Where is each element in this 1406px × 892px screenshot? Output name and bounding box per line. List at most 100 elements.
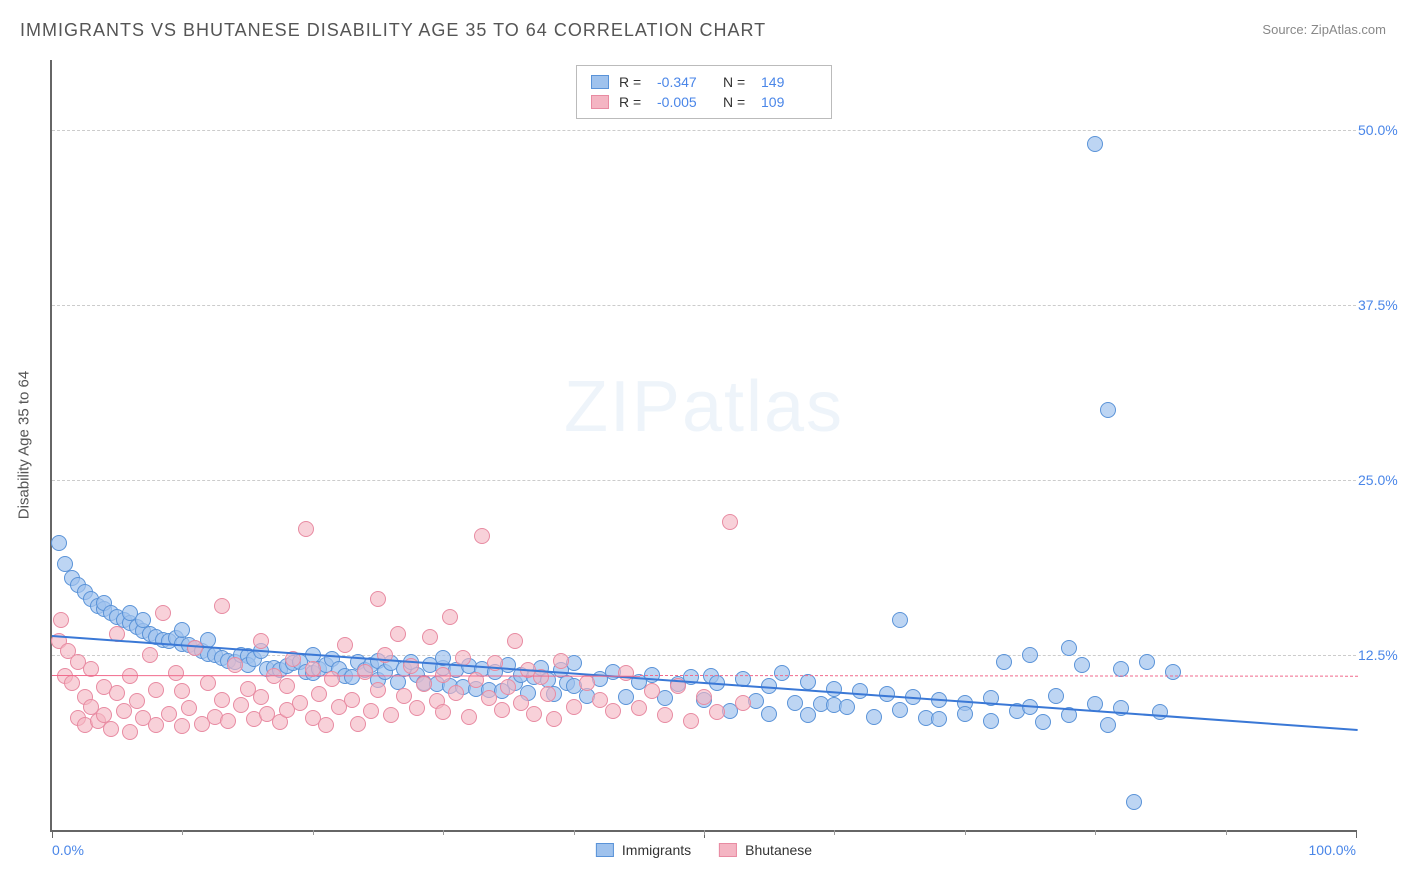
scatter-point bbox=[129, 693, 145, 709]
scatter-point bbox=[311, 686, 327, 702]
scatter-point bbox=[103, 721, 119, 737]
scatter-point bbox=[161, 706, 177, 722]
scatter-point bbox=[442, 609, 458, 625]
chart-title: IMMIGRANTS VS BHUTANESE DISABILITY AGE 3… bbox=[20, 20, 766, 41]
scatter-point bbox=[566, 699, 582, 715]
scatter-point bbox=[722, 514, 738, 530]
gridline bbox=[52, 130, 1356, 131]
scatter-point bbox=[370, 591, 386, 607]
scatter-point bbox=[474, 528, 490, 544]
x-tick-minor bbox=[834, 830, 835, 835]
scatter-point bbox=[148, 682, 164, 698]
scatter-point bbox=[370, 682, 386, 698]
scatter-point bbox=[826, 681, 842, 697]
scatter-point bbox=[174, 622, 190, 638]
scatter-point bbox=[1022, 647, 1038, 663]
scatter-point bbox=[1152, 704, 1168, 720]
scatter-point bbox=[181, 700, 197, 716]
scatter-point bbox=[553, 653, 569, 669]
scatter-point bbox=[64, 675, 80, 691]
scatter-point bbox=[200, 675, 216, 691]
scatter-point bbox=[644, 683, 660, 699]
plot-area: Disability Age 35 to 64 ZIPatlas R =-0.3… bbox=[50, 60, 1356, 832]
legend-r-label: R = bbox=[619, 74, 647, 90]
scatter-point bbox=[787, 695, 803, 711]
scatter-point bbox=[1074, 657, 1090, 673]
scatter-point bbox=[931, 711, 947, 727]
legend-swatch bbox=[596, 843, 614, 857]
scatter-point bbox=[892, 702, 908, 718]
scatter-point bbox=[957, 706, 973, 722]
x-tick-minor bbox=[1226, 830, 1227, 835]
scatter-point bbox=[1100, 717, 1116, 733]
scatter-point bbox=[579, 675, 595, 691]
scatter-point bbox=[461, 709, 477, 725]
legend-row: R =-0.005N =109 bbox=[591, 92, 817, 112]
scatter-point bbox=[631, 700, 647, 716]
trendline bbox=[52, 675, 640, 677]
scatter-point bbox=[996, 654, 1012, 670]
legend-swatch bbox=[591, 95, 609, 109]
scatter-point bbox=[220, 713, 236, 729]
scatter-point bbox=[174, 683, 190, 699]
scatter-point bbox=[383, 707, 399, 723]
scatter-point bbox=[148, 717, 164, 733]
series-legend: Immigrants Bhutanese bbox=[596, 842, 812, 858]
scatter-point bbox=[109, 685, 125, 701]
legend-item: Bhutanese bbox=[719, 842, 812, 858]
y-tick-label: 25.0% bbox=[1358, 472, 1406, 488]
scatter-point bbox=[800, 707, 816, 723]
scatter-point bbox=[187, 640, 203, 656]
scatter-point bbox=[1061, 640, 1077, 656]
scatter-point bbox=[507, 633, 523, 649]
scatter-point bbox=[1035, 714, 1051, 730]
gridline bbox=[52, 480, 1356, 481]
scatter-point bbox=[227, 657, 243, 673]
y-tick-label: 12.5% bbox=[1358, 647, 1406, 663]
x-tick-minor bbox=[574, 830, 575, 835]
scatter-point bbox=[1100, 402, 1116, 418]
scatter-point bbox=[279, 678, 295, 694]
legend-swatch bbox=[591, 75, 609, 89]
scatter-point bbox=[142, 647, 158, 663]
x-tick-minor bbox=[443, 830, 444, 835]
gridline bbox=[52, 305, 1356, 306]
scatter-point bbox=[168, 665, 184, 681]
chart-container: IMMIGRANTS VS BHUTANESE DISABILITY AGE 3… bbox=[0, 0, 1406, 892]
scatter-point bbox=[774, 665, 790, 681]
scatter-point bbox=[709, 704, 725, 720]
scatter-point bbox=[233, 697, 249, 713]
y-tick-label: 50.0% bbox=[1358, 122, 1406, 138]
scatter-point bbox=[696, 689, 712, 705]
x-tick-minor bbox=[182, 830, 183, 835]
scatter-point bbox=[761, 706, 777, 722]
scatter-point bbox=[435, 704, 451, 720]
watermark: ZIPatlas bbox=[564, 366, 844, 448]
legend-r-value: -0.347 bbox=[657, 74, 713, 90]
legend-item: Immigrants bbox=[596, 842, 691, 858]
scatter-point bbox=[409, 700, 425, 716]
scatter-point bbox=[839, 699, 855, 715]
y-axis-label: Disability Age 35 to 64 bbox=[16, 371, 33, 519]
scatter-point bbox=[852, 683, 868, 699]
scatter-point bbox=[324, 671, 340, 687]
scatter-point bbox=[892, 612, 908, 628]
x-tick-minor bbox=[965, 830, 966, 835]
scatter-point bbox=[448, 685, 464, 701]
scatter-point bbox=[1139, 654, 1155, 670]
scatter-point bbox=[350, 716, 366, 732]
scatter-point bbox=[526, 706, 542, 722]
scatter-point bbox=[396, 688, 412, 704]
scatter-point bbox=[363, 703, 379, 719]
x-tick-minor bbox=[704, 830, 705, 835]
legend-n-label: N = bbox=[723, 94, 751, 110]
scatter-point bbox=[500, 679, 516, 695]
x-tick bbox=[1356, 830, 1357, 838]
scatter-point bbox=[337, 637, 353, 653]
legend-row: R =-0.347N =149 bbox=[591, 72, 817, 92]
x-tick-max: 100.0% bbox=[1309, 842, 1356, 858]
scatter-point bbox=[344, 692, 360, 708]
scatter-point bbox=[318, 717, 334, 733]
scatter-point bbox=[657, 707, 673, 723]
scatter-point bbox=[292, 695, 308, 711]
